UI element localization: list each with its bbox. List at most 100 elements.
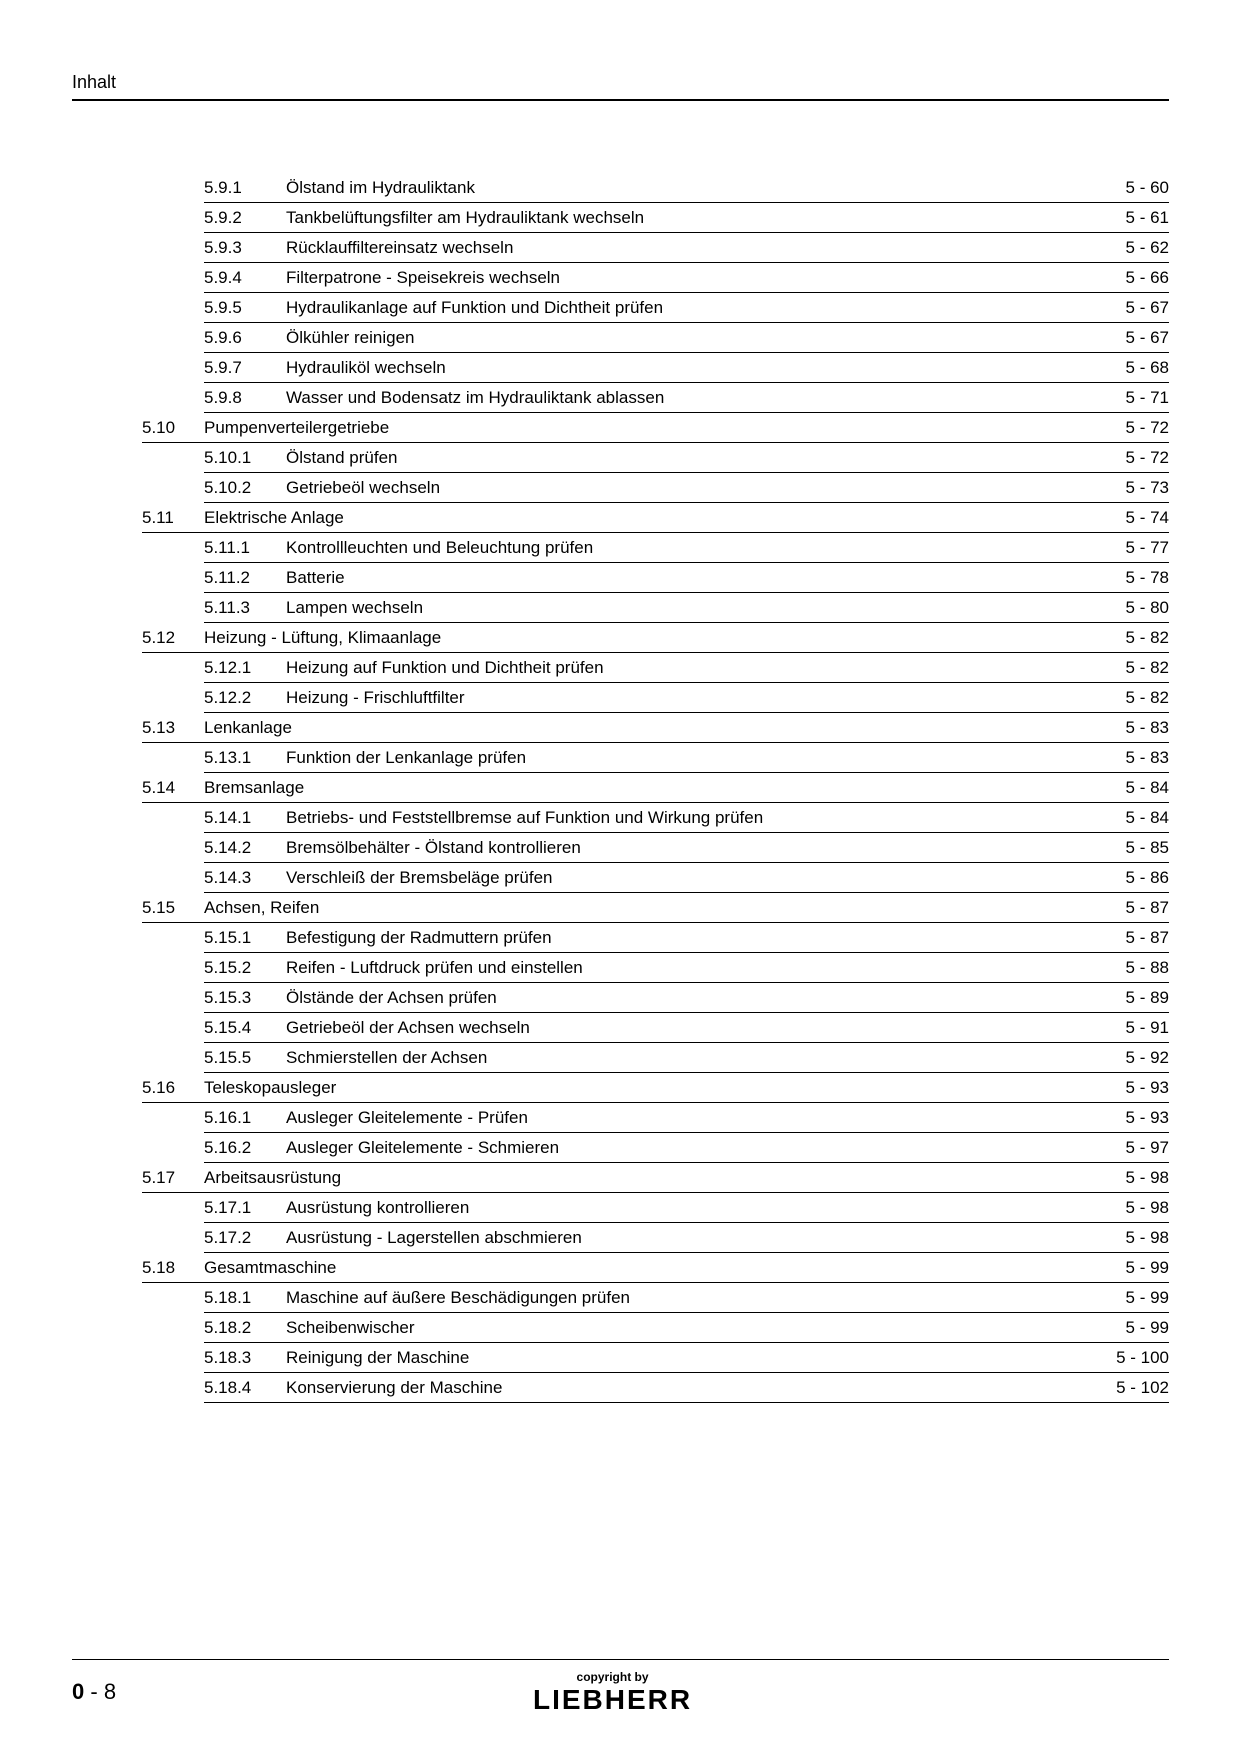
toc-sub-title: Ausleger Gleitelemente - Schmieren [286,1138,1089,1158]
toc-sub-title: Bremsölbehälter - Ölstand kontrollieren [286,838,1089,858]
toc-sub-number: 5.9.3 [204,238,286,258]
toc-sub-row: 5.14.3Verschleiß der Bremsbeläge prüfen5… [204,863,1169,893]
toc-sub-number: 5.18.4 [204,1378,286,1398]
toc-sub-number: 5.10.1 [204,448,286,468]
toc-sub-number: 5.18.3 [204,1348,286,1368]
toc-section-page: 5 - 72 [1089,418,1169,438]
toc-sub-title: Ölstand im Hydrauliktank [286,178,1089,198]
toc-sub-row: 5.15.3Ölstände der Achsen prüfen5 - 89 [204,983,1169,1013]
toc-sub-page: 5 - 91 [1089,1018,1169,1038]
toc-sub-number: 5.18.1 [204,1288,286,1308]
toc-sub-row: 5.14.1Betriebs- und Feststellbremse auf … [204,803,1169,833]
toc-sub-page: 5 - 83 [1089,748,1169,768]
toc-sub-page: 5 - 97 [1089,1138,1169,1158]
toc-section-title: Achsen, Reifen [204,898,1089,918]
toc-sub-title: Hydrauliköl wechseln [286,358,1089,378]
toc-sub-row: 5.9.5Hydraulikanlage auf Funktion und Di… [204,293,1169,323]
toc-sub-page: 5 - 88 [1089,958,1169,978]
toc-sub-page: 5 - 84 [1089,808,1169,828]
toc-sub-page: 5 - 62 [1089,238,1169,258]
toc-sub-title: Getriebeöl wechseln [286,478,1089,498]
toc-sub-title: Ölstände der Achsen prüfen [286,988,1089,1008]
toc-sub-title: Heizung auf Funktion und Dichtheit prüfe… [286,658,1089,678]
toc-sub-title: Funktion der Lenkanlage prüfen [286,748,1089,768]
toc-sub-title: Reifen - Luftdruck prüfen und einstellen [286,958,1089,978]
toc-section-title: Gesamtmaschine [204,1258,1089,1278]
toc-sub-page: 5 - 72 [1089,448,1169,468]
toc-sub-page: 5 - 66 [1089,268,1169,288]
toc-section-number: 5.14 [142,778,204,798]
toc-sub-number: 5.14.1 [204,808,286,828]
toc-sub-row: 5.15.4Getriebeöl der Achsen wechseln5 - … [204,1013,1169,1043]
toc-sub-row: 5.18.1Maschine auf äußere Beschädigungen… [204,1283,1169,1313]
toc-sub-number: 5.9.2 [204,208,286,228]
toc-sub-title: Hydraulikanlage auf Funktion und Dichthe… [286,298,1089,318]
toc-sub-row: 5.10.1Ölstand prüfen5 - 72 [204,443,1169,473]
toc-sub-row: 5.11.2Batterie5 - 78 [204,563,1169,593]
toc-sub-page: 5 - 67 [1089,298,1169,318]
toc-sub-title: Batterie [286,568,1089,588]
toc-sub-title: Ölstand prüfen [286,448,1089,468]
toc-sub-number: 5.17.1 [204,1198,286,1218]
toc-sub-title: Befestigung der Radmuttern prüfen [286,928,1089,948]
toc-section-page: 5 - 98 [1089,1168,1169,1188]
toc-sub-number: 5.9.6 [204,328,286,348]
toc-section-row: 5.17Arbeitsausrüstung5 - 98 [142,1163,1169,1193]
toc-sub-row: 5.15.2Reifen - Luftdruck prüfen und eins… [204,953,1169,983]
toc-sub-row: 5.16.1Ausleger Gleitelemente - Prüfen5 -… [204,1103,1169,1133]
page-number-sep: - [84,1679,104,1704]
toc-sub-row: 5.9.7Hydrauliköl wechseln5 - 68 [204,353,1169,383]
toc-sub-row: 5.16.2Ausleger Gleitelemente - Schmieren… [204,1133,1169,1163]
toc-sub-page: 5 - 77 [1089,538,1169,558]
toc-sub-title: Heizung - Frischluftfilter [286,688,1089,708]
page-number: 0 - 8 [72,1679,116,1705]
toc-sub-number: 5.15.3 [204,988,286,1008]
toc-sub-number: 5.15.2 [204,958,286,978]
toc-section-number: 5.12 [142,628,204,648]
toc-section-title: Teleskopausleger [204,1078,1089,1098]
toc-sub-title: Ausrüstung kontrollieren [286,1198,1089,1218]
toc-sub-title: Konservierung der Maschine [286,1378,1089,1398]
toc-sub-page: 5 - 85 [1089,838,1169,858]
toc-section-number: 5.11 [142,508,204,528]
toc-sub-number: 5.9.1 [204,178,286,198]
toc-sub-title: Lampen wechseln [286,598,1089,618]
toc-section-row: 5.10Pumpenverteilergetriebe5 - 72 [142,413,1169,443]
toc-sub-number: 5.9.8 [204,388,286,408]
toc-sub-number: 5.9.7 [204,358,286,378]
toc-sub-page: 5 - 99 [1089,1288,1169,1308]
toc-section-number: 5.18 [142,1258,204,1278]
toc-sub-row: 5.9.4Filterpatrone - Speisekreis wechsel… [204,263,1169,293]
toc-sub-number: 5.9.5 [204,298,286,318]
toc-sub-page: 5 - 71 [1089,388,1169,408]
toc-sub-title: Maschine auf äußere Beschädigungen prüfe… [286,1288,1089,1308]
toc-section-row: 5.12Heizung - Lüftung, Klimaanlage5 - 82 [142,623,1169,653]
toc-section-row: 5.18Gesamtmaschine5 - 99 [142,1253,1169,1283]
toc-sub-number: 5.11.3 [204,598,286,618]
toc-section-number: 5.15 [142,898,204,918]
toc-sub-number: 5.15.5 [204,1048,286,1068]
toc-sub-title: Kontrollleuchten und Beleuchtung prüfen [286,538,1089,558]
toc-sub-number: 5.15.4 [204,1018,286,1038]
toc-sub-row: 5.17.2Ausrüstung - Lagerstellen abschmie… [204,1223,1169,1253]
toc-sub-page: 5 - 102 [1089,1378,1169,1398]
toc-sub-row: 5.17.1Ausrüstung kontrollieren5 - 98 [204,1193,1169,1223]
toc-sub-row: 5.18.3Reinigung der Maschine5 - 100 [204,1343,1169,1373]
toc-sub-page: 5 - 93 [1089,1108,1169,1128]
toc-sub-page: 5 - 99 [1089,1318,1169,1338]
toc-sub-title: Betriebs- und Feststellbremse auf Funkti… [286,808,1089,828]
toc-sub-row: 5.14.2Bremsölbehälter - Ölstand kontroll… [204,833,1169,863]
toc-sub-row: 5.9.1Ölstand im Hydrauliktank5 - 60 [204,173,1169,203]
toc-sub-number: 5.9.4 [204,268,286,288]
page-number-value: 8 [104,1679,116,1704]
brand-logo: LIEBHERR [116,1686,1109,1714]
toc-sub-number: 5.17.2 [204,1228,286,1248]
toc-section-page: 5 - 99 [1089,1258,1169,1278]
toc-section-row: 5.15Achsen, Reifen5 - 87 [142,893,1169,923]
toc-sub-number: 5.10.2 [204,478,286,498]
toc-sub-page: 5 - 68 [1089,358,1169,378]
table-of-contents: 5.9.1Ölstand im Hydrauliktank5 - 60 5.9.2… [72,173,1169,1403]
toc-sub-title: Filterpatrone - Speisekreis wechseln [286,268,1089,288]
toc-sub-number: 5.15.1 [204,928,286,948]
toc-section-page: 5 - 83 [1089,718,1169,738]
